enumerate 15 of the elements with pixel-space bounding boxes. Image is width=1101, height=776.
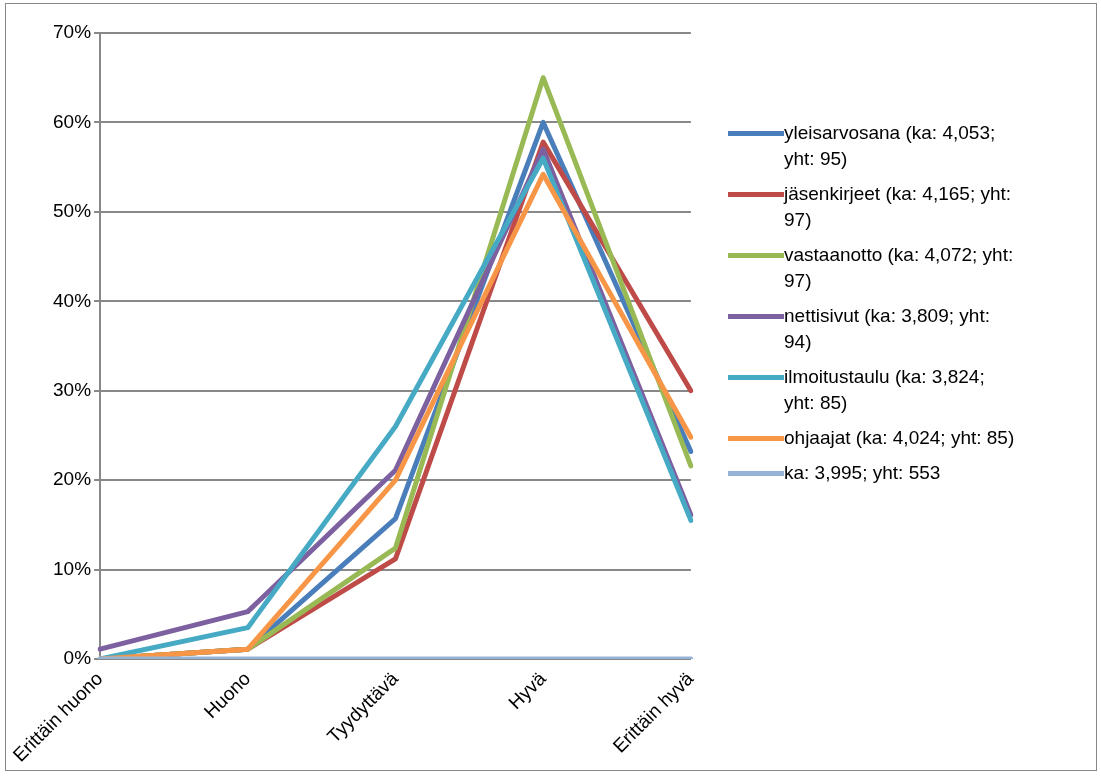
y-tick-label: 40% <box>53 289 92 311</box>
legend-label: ilmoitustaulu (ka: 3,824; yht: 85) <box>784 365 986 415</box>
y-tick-label: 10% <box>53 557 92 579</box>
y-tick-label: 0% <box>63 647 92 669</box>
y-tick-label: 60% <box>53 110 92 132</box>
y-tick-label: 20% <box>53 468 92 490</box>
legend-label: ohjaajat (ka: 4,024; yht: 85) <box>784 426 1015 450</box>
y-tick-label: 50% <box>53 200 92 222</box>
legend-label: vastaanotto (ka: 4,072; yht: 97) <box>784 243 1015 293</box>
legend-label: ka: 3,995; yht: 553 <box>784 461 941 485</box>
y-tick-label: 70% <box>53 21 92 43</box>
y-tick-label: 30% <box>53 378 92 400</box>
legend-label: nettisivut (ka: 3,809; yht: 94) <box>784 304 991 354</box>
legend-label: yleisarvosana (ka: 4,053; yht: 95) <box>784 121 997 171</box>
legend-label: jäsenkirjeet (ka: 4,165; yht: 97) <box>784 182 1013 232</box>
